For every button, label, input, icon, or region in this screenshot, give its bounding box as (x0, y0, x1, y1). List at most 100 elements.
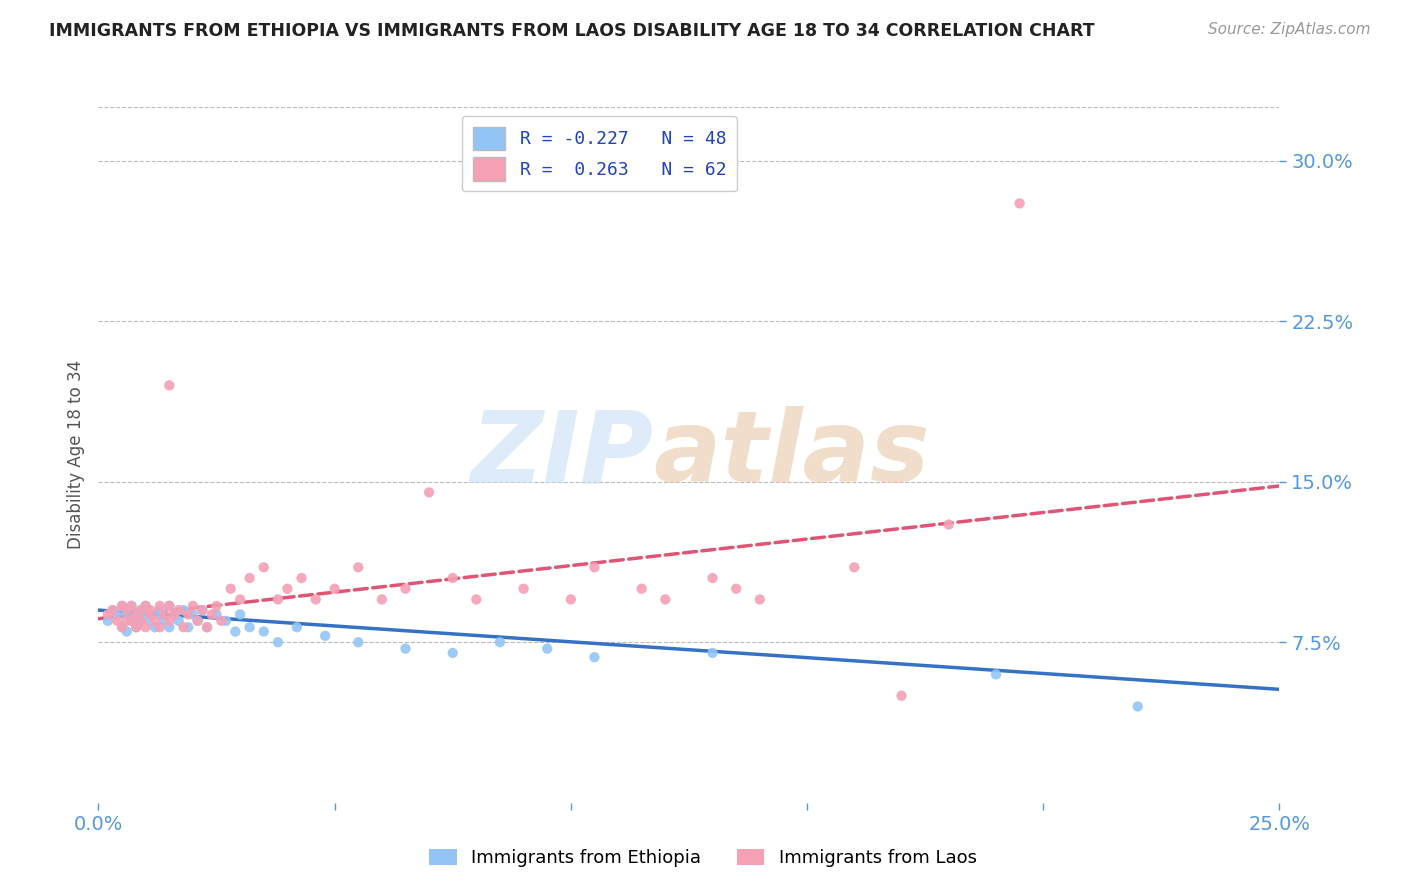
Point (195, 620, 218, 634)
Point (111, 599, 134, 613)
Point (111, 599, 134, 613)
Point (209, 614, 232, 628)
Point (111, 620, 134, 634)
Point (129, 603, 152, 617)
Legend: Immigrants from Ethiopia, Immigrants from Laos: Immigrants from Ethiopia, Immigrants fro… (422, 841, 984, 874)
Point (267, 635, 290, 649)
Point (157, 599, 180, 613)
Point (111, 620, 134, 634)
Point (149, 603, 172, 617)
Point (654, 592, 676, 607)
Point (163, 607, 186, 622)
Point (177, 607, 200, 622)
Point (465, 592, 488, 607)
Point (583, 560, 606, 574)
Point (512, 582, 534, 596)
Point (441, 571, 464, 585)
Point (536, 641, 558, 656)
Point (125, 620, 148, 634)
Point (157, 599, 180, 613)
Point (153, 614, 176, 628)
Text: IMMIGRANTS FROM ETHIOPIA VS IMMIGRANTS FROM LAOS DISABILITY AGE 18 TO 34 CORRELA: IMMIGRANTS FROM ETHIOPIA VS IMMIGRANTS F… (49, 22, 1095, 40)
Legend: R = -0.227   N = 48, R =  0.263   N = 62: R = -0.227 N = 48, R = 0.263 N = 62 (461, 116, 737, 192)
Point (201, 607, 224, 622)
Point (115, 624, 138, 639)
Point (129, 614, 152, 628)
Point (149, 607, 172, 622)
Text: Source: ZipAtlas.com: Source: ZipAtlas.com (1208, 22, 1371, 37)
Point (191, 603, 214, 617)
Point (129, 614, 152, 628)
Point (143, 620, 166, 634)
Point (157, 378, 180, 392)
Point (314, 629, 336, 643)
Point (139, 614, 162, 628)
Point (748, 592, 770, 607)
Point (135, 620, 157, 634)
Point (725, 582, 748, 596)
Point (121, 614, 143, 628)
Point (139, 607, 162, 622)
Point (371, 592, 394, 607)
Point (890, 689, 912, 703)
Point (347, 560, 370, 574)
Point (205, 599, 228, 613)
Point (489, 635, 512, 649)
Point (1126, 699, 1149, 714)
Point (105, 614, 128, 628)
Point (215, 614, 238, 628)
Point (984, 667, 1007, 681)
Point (253, 560, 276, 574)
Point (139, 603, 162, 617)
Point (191, 603, 214, 617)
Point (135, 607, 157, 622)
Point (125, 607, 148, 622)
Point (630, 582, 652, 596)
Point (347, 635, 370, 649)
Point (121, 614, 143, 628)
Point (101, 603, 124, 617)
Point (167, 603, 190, 617)
Point (101, 603, 124, 617)
Text: ZIP: ZIP (471, 407, 654, 503)
Point (583, 650, 606, 665)
Point (181, 599, 204, 613)
Point (938, 517, 960, 532)
Point (441, 646, 464, 660)
Point (253, 624, 276, 639)
Point (290, 571, 312, 585)
Point (323, 582, 346, 596)
Point (115, 603, 138, 617)
Point (187, 614, 209, 628)
Point (157, 614, 180, 628)
Point (157, 620, 180, 634)
Point (394, 641, 416, 656)
Point (115, 607, 138, 622)
Point (121, 599, 143, 613)
Point (143, 614, 166, 628)
Point (205, 607, 228, 622)
Point (135, 599, 157, 613)
Point (219, 582, 242, 596)
Point (1008, 196, 1031, 211)
Point (239, 571, 262, 585)
Point (97, 614, 120, 628)
Point (163, 607, 186, 622)
Point (418, 485, 440, 500)
Point (177, 620, 200, 634)
Point (97, 607, 120, 622)
Point (187, 614, 209, 628)
Point (702, 646, 724, 660)
Point (305, 592, 328, 607)
Point (702, 571, 724, 585)
Point (115, 614, 138, 628)
Point (172, 620, 194, 634)
Point (276, 582, 298, 596)
Point (181, 607, 204, 622)
Text: atlas: atlas (654, 407, 929, 503)
Point (125, 620, 148, 634)
Point (195, 620, 218, 634)
Point (239, 620, 262, 634)
Point (172, 603, 194, 617)
Point (229, 592, 252, 607)
